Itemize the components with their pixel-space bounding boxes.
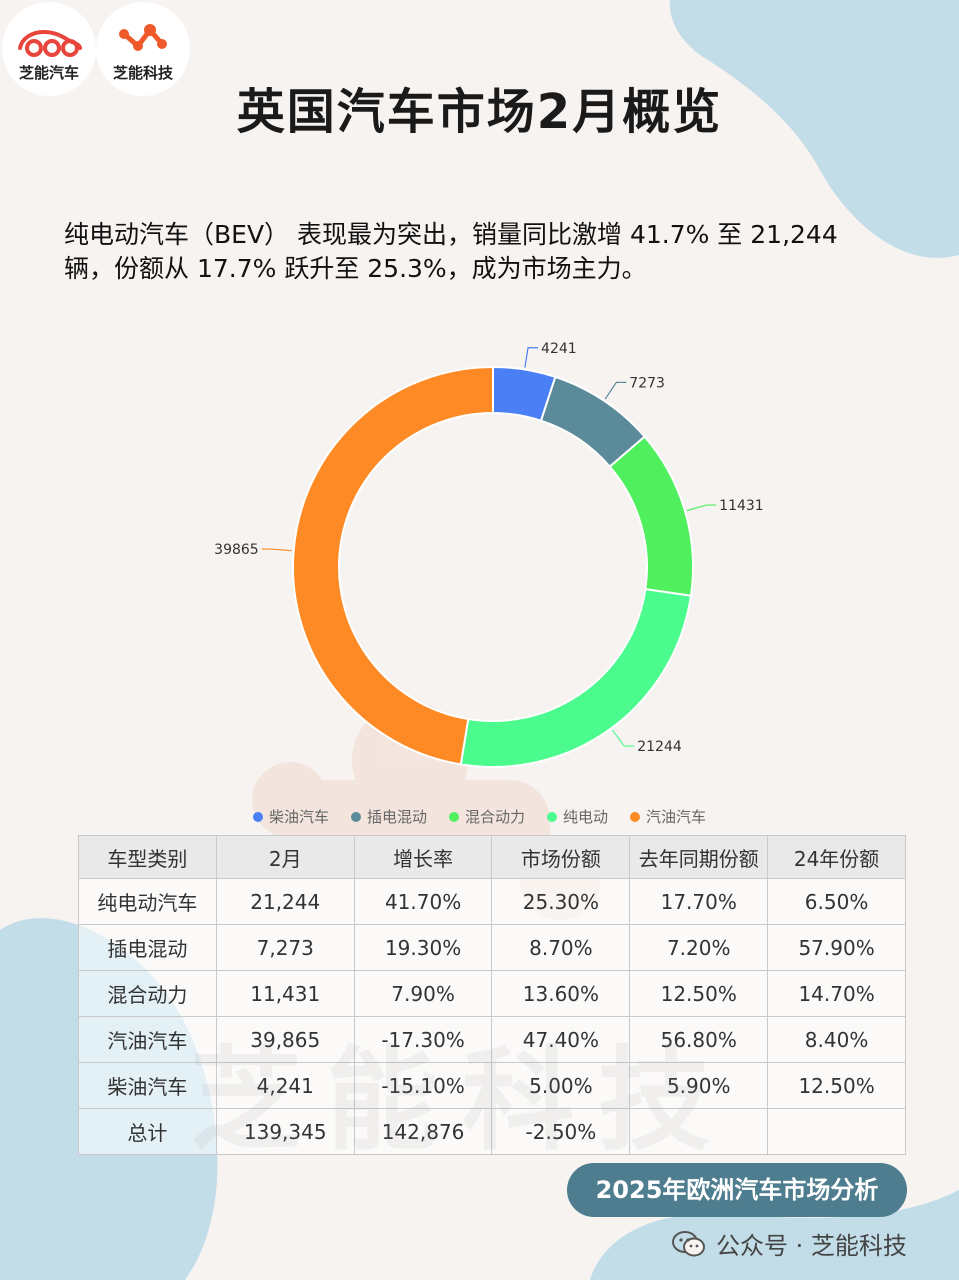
table-cell: 5.00% [491, 1062, 631, 1109]
table-cell: 8.70% [491, 924, 631, 971]
table-cell: 7.90% [353, 970, 493, 1017]
table-cell: 8.40% [767, 1016, 906, 1063]
footer: 公众号 · 芝能科技 [672, 1226, 907, 1261]
legend-item[interactable]: 插电混动 [350, 806, 427, 827]
legend-item[interactable]: 汽油汽车 [630, 806, 706, 827]
legend-marker [630, 811, 641, 822]
legend-marker [448, 811, 459, 822]
logo2-label: 芝能科技 [112, 64, 173, 82]
leader-line [261, 548, 292, 552]
table-cell: 混合动力 [78, 970, 217, 1017]
table-cell: 12.50% [767, 1062, 906, 1109]
legend-label: 柴油汽车 [268, 808, 329, 826]
legend-marker [350, 811, 361, 822]
footer-text: 公众号 · 芝能科技 [716, 1232, 907, 1260]
table-cell: 纯电动汽车 [78, 878, 217, 925]
table-cell: 6.50% [767, 878, 906, 925]
table-cell: 4,241 [215, 1062, 355, 1109]
table-cell: 14.70% [767, 970, 906, 1017]
table-cell: 21,244 [215, 878, 355, 925]
table-header-cell: 2月 [215, 835, 355, 879]
logo-zhineng-tech: 芝能科技 [96, 2, 190, 96]
table-cell: 汽油汽车 [78, 1016, 217, 1063]
table-cell [629, 1108, 769, 1155]
logo-zhineng-auto: 芝能汽车 [2, 2, 96, 96]
legend-marker [547, 811, 557, 822]
table-header-cell: 车型类别 [78, 835, 217, 879]
intro-paragraph: 纯电动汽车（BEV） 表现最为突出，销量同比激增 41.7% 至 21,244 … [64, 218, 904, 286]
donut-slice [292, 365, 494, 766]
table-cell: 25.30% [491, 878, 631, 925]
table-header-cell: 去年同期份额 [629, 835, 769, 879]
table-cell: 7.20% [629, 924, 769, 971]
table-cell: 总计 [78, 1108, 217, 1155]
table-cell: -17.30% [353, 1016, 493, 1063]
legend-label: 插电混动 [366, 808, 427, 826]
legend-label: 混合动力 [464, 808, 525, 826]
series-badge: 2025年欧洲汽车市场分析 [567, 1163, 907, 1217]
legend-label: 纯电动 [563, 808, 609, 826]
donut-chart: 4241 7273 11431 21244 39865 [214, 341, 764, 768]
table-cell: 柴油汽车 [78, 1062, 217, 1109]
data-label: 39865 [214, 542, 259, 558]
table-cell: -2.50% [491, 1108, 631, 1155]
table-cell: 13.60% [491, 970, 631, 1017]
table-header-cell: 24年份额 [767, 835, 906, 879]
table-cell: 插电混动 [78, 924, 217, 971]
table-cell: 139,345 [215, 1108, 355, 1155]
chart-legend: 柴油汽车 插电混动 混合动力 纯电动 汽油汽车 [0, 806, 959, 827]
wechat-icon [672, 1230, 705, 1256]
table-cell: 19.30% [353, 924, 493, 971]
data-label: 11431 [719, 498, 764, 514]
intro-line-1: 纯电动汽车（BEV） 表现最为突出，销量同比激增 41.7% 至 21,244 [64, 220, 838, 249]
network-logo-icon [119, 24, 167, 51]
table-cell: 12.50% [629, 970, 769, 1017]
legend-item[interactable]: 柴油汽车 [252, 806, 329, 827]
table-cell: 41.70% [353, 878, 493, 925]
table-cell: 17.70% [629, 878, 769, 925]
table-row: 混合动力 11,431 7.90% 13.60% 12.50% 14.70% [78, 970, 906, 1017]
leader-line [686, 504, 717, 512]
table-cell [767, 1108, 906, 1155]
table-row: 纯电动汽车 21,244 41.70% 25.30% 17.70% 6.50% [78, 878, 906, 925]
data-label: 21244 [637, 739, 682, 755]
table-cell: 57.90% [767, 924, 906, 971]
page-title: 英国汽车市场2月概览 [236, 84, 723, 140]
table-cell: 47.40% [491, 1016, 631, 1063]
table-cell: -15.10% [353, 1062, 493, 1109]
table-header-cell: 增长率 [353, 835, 493, 879]
data-label: 4241 [541, 341, 577, 357]
table-header-row: 车型类别 2月 增长率 市场份额 去年同期份额 24年份额 [78, 835, 906, 879]
car-logo-icon [18, 29, 82, 57]
table-row: 插电混动 7,273 19.30% 8.70% 7.20% 57.90% [78, 924, 906, 971]
intro-line-2: 辆，份额从 17.7% 跃升至 25.3%，成为市场主力。 [64, 254, 647, 283]
data-table: 车型类别 2月 增长率 市场份额 去年同期份额 24年份额 纯电动汽车 21,244 41.7… [78, 835, 906, 1155]
donut-slice [608, 435, 694, 597]
legend-item[interactable]: 纯电动 [547, 806, 608, 827]
legend-label: 汽油汽车 [646, 808, 707, 826]
legend-item[interactable]: 混合动力 [448, 806, 525, 827]
table-cell: 142,876 [353, 1108, 493, 1155]
table-header-cell: 市场份额 [491, 835, 631, 879]
logo1-label: 芝能汽车 [18, 64, 79, 82]
data-label: 7273 [629, 375, 665, 391]
table-row: 总计 139,345 142,876 -2.50% [78, 1108, 906, 1155]
leader-line [524, 347, 539, 368]
table-row: 汽油汽车 39,865 -17.30% 47.40% 56.80% 8.40% [78, 1016, 906, 1063]
table-cell: 7,273 [215, 924, 355, 971]
leader-line [611, 729, 635, 747]
table-cell: 39,865 [215, 1016, 355, 1063]
legend-marker [252, 811, 263, 822]
table-cell: 5.90% [629, 1062, 769, 1109]
table-cell: 56.80% [629, 1016, 769, 1063]
leader-line [604, 381, 627, 400]
table-cell: 11,431 [215, 970, 355, 1017]
table-row: 柴油汽车 4,241 -15.10% 5.00% 5.90% 12.50% [78, 1062, 906, 1109]
